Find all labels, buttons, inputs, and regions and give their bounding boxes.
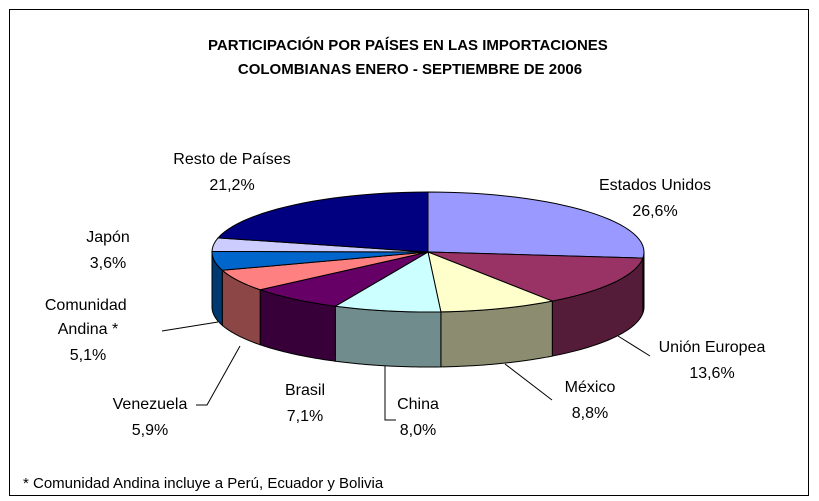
slice-value-label: 21,2% — [209, 177, 254, 194]
leader-line — [384, 366, 396, 421]
slice-side — [334, 305, 442, 368]
slice-label: Brasil — [285, 382, 325, 399]
slice-value-label: 13,6% — [689, 365, 734, 382]
slice — [333, 251, 442, 313]
slice-label: Unión Europea — [659, 339, 766, 356]
slice-label: China — [397, 396, 439, 413]
slice — [216, 191, 429, 253]
slice-value-label: 26,6% — [632, 203, 677, 220]
leader-line — [504, 363, 553, 401]
slice-value-label: 7,1% — [287, 408, 323, 425]
slice-value-label: 3,6% — [90, 255, 126, 272]
footnote: * Comunidad Andina incluye a Perú, Ecuad… — [23, 475, 384, 492]
chart-title: PARTICIPACIÓN POR PAÍSES EN LAS IMPORTAC… — [208, 36, 612, 78]
slice — [427, 251, 555, 313]
slice-label: Comunidad Andina * — [45, 297, 131, 338]
slice — [220, 251, 429, 291]
slice — [211, 250, 429, 271]
slice-label: Resto de Países — [173, 151, 290, 168]
leader-line — [617, 335, 651, 357]
slice — [258, 251, 429, 307]
slice-value-label: 5,1% — [70, 347, 106, 364]
slice-value-label: 8,8% — [572, 405, 608, 422]
slice-label: Venezuela — [113, 396, 188, 413]
slice-label: México — [565, 379, 616, 396]
leader-line — [196, 345, 241, 406]
slice — [427, 251, 644, 302]
leader-line — [161, 321, 219, 332]
slice-value-label: 8,0% — [400, 422, 436, 439]
slice-label: Estados Unidos — [599, 177, 711, 194]
slice-value-label: 5,9% — [132, 422, 168, 439]
slice-label: Japón — [86, 229, 130, 246]
slice — [427, 191, 645, 259]
